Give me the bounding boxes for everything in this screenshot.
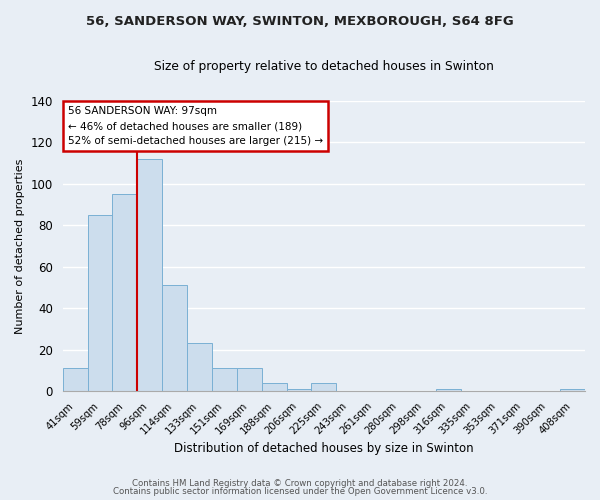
Text: 56, SANDERSON WAY, SWINTON, MEXBOROUGH, S64 8FG: 56, SANDERSON WAY, SWINTON, MEXBOROUGH, …	[86, 15, 514, 28]
Bar	[212, 368, 237, 391]
Bar	[62, 368, 88, 391]
Y-axis label: Number of detached properties: Number of detached properties	[15, 158, 25, 334]
Title: Size of property relative to detached houses in Swinton: Size of property relative to detached ho…	[154, 60, 494, 73]
Bar	[560, 389, 585, 391]
X-axis label: Distribution of detached houses by size in Swinton: Distribution of detached houses by size …	[174, 442, 473, 455]
Bar	[436, 389, 461, 391]
Text: Contains HM Land Registry data © Crown copyright and database right 2024.: Contains HM Land Registry data © Crown c…	[132, 478, 468, 488]
Bar	[137, 158, 162, 391]
Text: Contains public sector information licensed under the Open Government Licence v3: Contains public sector information licen…	[113, 487, 487, 496]
Bar	[262, 383, 287, 391]
Bar	[237, 368, 262, 391]
Bar	[112, 194, 137, 391]
Bar	[287, 389, 311, 391]
Bar	[187, 344, 212, 391]
Bar	[162, 286, 187, 391]
Bar	[311, 383, 336, 391]
Text: 56 SANDERSON WAY: 97sqm
← 46% of detached houses are smaller (189)
52% of semi-d: 56 SANDERSON WAY: 97sqm ← 46% of detache…	[68, 106, 323, 146]
Bar	[88, 214, 112, 391]
